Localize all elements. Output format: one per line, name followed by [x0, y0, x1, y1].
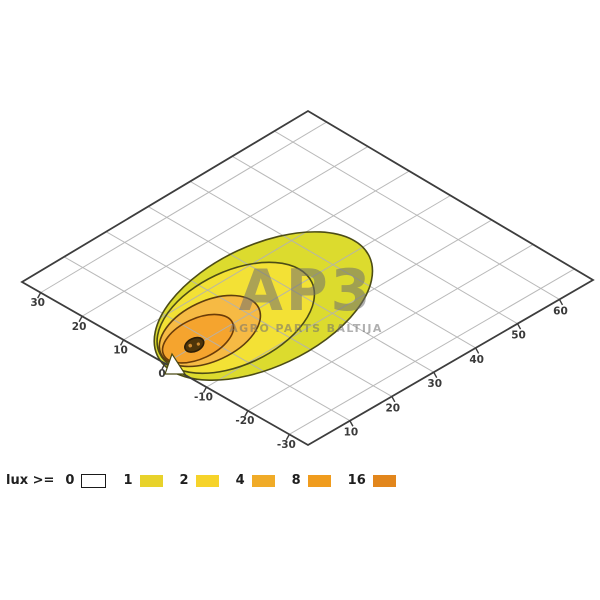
legend-entry: 8 — [292, 473, 331, 488]
svg-text:30: 30 — [30, 297, 45, 309]
legend-entry-label: 4 — [235, 473, 245, 488]
legend-swatch — [195, 474, 219, 487]
legend-entry-label: 2 — [179, 473, 189, 488]
svg-text:0: 0 — [158, 368, 165, 380]
legend-swatch — [139, 474, 163, 487]
svg-text:-30: -30 — [277, 439, 296, 451]
lux-legend: lux >= 0 1 2 4 8 16 — [6, 473, 413, 488]
legend-entry-label: 16 — [347, 473, 366, 488]
legend-entry-label: 0 — [65, 473, 75, 488]
legend-entry-label: 1 — [123, 473, 133, 488]
legend-entry: 2 — [180, 473, 219, 488]
svg-text:50: 50 — [511, 330, 526, 342]
svg-text:10: 10 — [344, 427, 359, 439]
legend-entry: 16 — [348, 473, 396, 488]
svg-text:30: 30 — [427, 378, 442, 390]
legend-title: lux >= — [6, 473, 55, 488]
legend-swatch — [251, 474, 275, 487]
svg-text:10: 10 — [113, 344, 128, 356]
legend-entries: 0 1 2 4 8 16 — [65, 473, 412, 488]
legend-entry: 0 — [65, 473, 107, 488]
legend-swatch — [372, 474, 396, 487]
svg-text:20: 20 — [72, 321, 87, 333]
legend-swatch — [81, 473, 107, 488]
svg-text:60: 60 — [553, 305, 568, 317]
legend-swatch — [307, 474, 331, 487]
svg-text:-20: -20 — [235, 415, 254, 427]
svg-text:20: 20 — [386, 402, 401, 414]
svg-text:-10: -10 — [194, 392, 213, 404]
legend-entry: 4 — [236, 473, 275, 488]
legend-entry: 1 — [123, 473, 163, 488]
legend-entry-label: 8 — [291, 473, 301, 488]
svg-text:40: 40 — [469, 354, 484, 366]
